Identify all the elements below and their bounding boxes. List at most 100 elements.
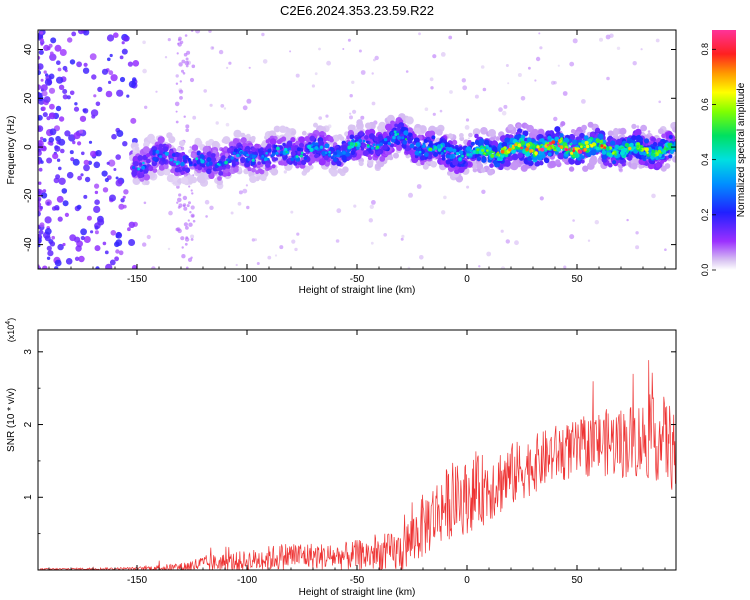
spectrogram-noise-dot (432, 112, 436, 116)
spectrogram-ridge-dot (537, 155, 543, 161)
spectrogram-ridge-dot (232, 138, 240, 145)
spectrogram-noise-dot (58, 166, 62, 171)
spectrogram-ridge-dot (641, 155, 646, 160)
spectrogram-ridge-dot (345, 151, 351, 157)
spectrogram-ridge-dot (595, 127, 601, 133)
spectrogram-ridge-dot (301, 130, 307, 136)
spectrogram-ridge-dot (324, 151, 328, 155)
spectrogram-ridge-dot (251, 158, 255, 162)
spectrogram-ridge-dot (525, 147, 530, 152)
spectrogram-ridge-dot (296, 147, 301, 152)
spectrogram-ridge-dot (226, 164, 231, 169)
spectrogram-ridge-dot (501, 141, 508, 148)
spectrogram-noise-dot (64, 212, 69, 217)
spectrogram-noise-dot (190, 205, 195, 210)
figure-title: C2E6.2024.353.23.59.R22 (280, 3, 434, 18)
spectrogram-ridge-dot (476, 156, 482, 161)
spectrogram-noise-dot (474, 94, 479, 99)
spectrogram-ridge-dot (349, 134, 355, 140)
spectrogram-noise-dot (626, 218, 629, 222)
spectrogram-ridge-dot (195, 157, 199, 161)
spectrogram-ridge-dot (180, 176, 189, 185)
spectrogram-streak-dot (183, 222, 188, 227)
spectrogram-noise-dot (41, 90, 48, 97)
spectrogram-ridge-dot (383, 137, 388, 142)
spectrogram-ridge-dot (510, 162, 519, 171)
snr-xtick-label: -100 (237, 575, 257, 586)
spectrogram-noise-dot (46, 157, 53, 164)
spectrogram-ridge-dot (199, 154, 205, 160)
spectrogram-noise-dot (195, 30, 201, 34)
spectrogram-noise-dot (40, 136, 44, 141)
spectrogram-ridge-dot (491, 146, 498, 152)
spectrogram-ridge-dot (240, 159, 245, 164)
spectrogram-noise-dot (609, 33, 614, 38)
spectrogram-noise-dot (562, 91, 568, 96)
spectrogram-ridge-dot (235, 161, 240, 166)
spectrogram-noise-dot (335, 239, 340, 243)
spectrogram-ridge-dot (250, 160, 256, 166)
spectrogram-ridge-dot (304, 136, 311, 142)
spectrogram-noise-dot (80, 228, 87, 236)
spectrogram-noise-dot (44, 235, 51, 242)
spectrogram-noise-dot (107, 57, 111, 62)
spectrogram-noise-dot (635, 245, 640, 250)
spectrogram-ridge-dot (458, 157, 462, 161)
spectrogram-noise-dot (128, 239, 136, 246)
spectrogram-ridge-dot (487, 151, 492, 155)
spectrogram-ridge-dot (393, 152, 399, 159)
spectrogram-streak-dot (179, 89, 184, 94)
spectrogram-noise-dot (38, 49, 44, 55)
spectrogram-ridge-dot (452, 159, 459, 166)
spectrogram-ridge-dot (157, 136, 165, 144)
spectrogram-streak-dot (178, 62, 183, 67)
spectrogram-noise-dot (336, 208, 342, 214)
spectrogram-ridge-dot (324, 143, 330, 149)
spectrogram-ridge-dot (414, 150, 420, 156)
spectrogram-noise-dot (528, 66, 531, 70)
spectrogram-noise-dot (535, 56, 541, 62)
spectrogram-ridge-dot (563, 137, 570, 144)
spectrogram-ridge-dot (475, 150, 480, 155)
spectrogram-ridge-dot (309, 147, 314, 152)
spectrogram-ridge-dot (544, 157, 550, 164)
spectrogram-ridge-dot (433, 152, 438, 157)
spectrogram-noise-dot (289, 50, 292, 53)
spectrogram-ridge-dot (560, 121, 566, 127)
spectrogram-ridge-dot (536, 145, 540, 149)
spectrogram-ridge-dot (607, 130, 614, 137)
spectrogram-ridge-dot (240, 137, 247, 144)
spectrogram-noise-dot (505, 64, 509, 67)
spectrogram-noise-dot (481, 189, 486, 194)
spectrogram-noise-dot (60, 148, 65, 154)
spectrogram-noise-dot (245, 184, 248, 187)
spectrogram-noise-dot (49, 241, 56, 247)
spectrogram-ridge-dot (401, 136, 405, 140)
spectrogram-ridge-dot (664, 142, 669, 147)
spectrogram-streak-dot (188, 222, 193, 227)
spectrogram-streak-dot (184, 242, 188, 246)
spectrogram-ridge-dot (493, 151, 496, 154)
spectrogram-ridge-dot (208, 161, 213, 166)
spectrogram-noise-dot (48, 87, 56, 94)
spectrogram-ridge-dot (642, 151, 647, 156)
spectrogram-streak-dot (189, 211, 192, 214)
spectrogram-noise-dot (658, 100, 661, 104)
spectrogram-ridge-dot (514, 134, 520, 141)
spectrogram-ridge-dot (436, 128, 443, 136)
spectrogram-noise-dot (632, 61, 637, 66)
spectrogram-ridge-dot (601, 150, 607, 155)
spectrogram-ridge-dot (572, 139, 578, 145)
spectrogram-noise-dot (115, 249, 120, 254)
spectrogram-streak-dot (185, 128, 189, 132)
spectrogram-ridge-dot (372, 143, 376, 147)
spectrogram-ridge-dot (283, 147, 288, 152)
spectrogram-noise-dot (347, 38, 351, 42)
spectrogram-noise-dot (94, 225, 99, 230)
spectrogram-noise-dot (38, 190, 41, 194)
spectrogram-ridge-dot (133, 161, 139, 167)
spectrogram-ridge-dot (646, 151, 649, 154)
spectrogram-noise-dot (48, 112, 54, 118)
spectrogram-noise-dot (251, 238, 256, 242)
spectrogram-ridge-dot (517, 143, 522, 148)
